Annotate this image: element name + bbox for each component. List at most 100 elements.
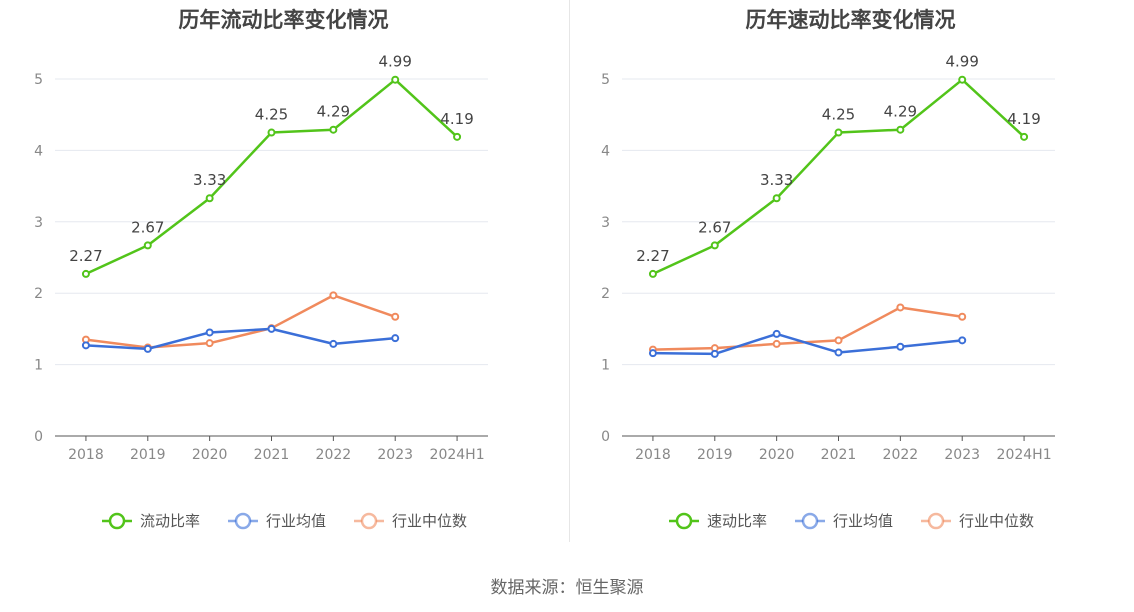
data-label: 4.25 bbox=[255, 106, 288, 124]
y-tick-label: 0 bbox=[601, 429, 610, 445]
data-label: 4.99 bbox=[379, 53, 412, 71]
legend-marker-icon bbox=[101, 512, 132, 529]
legend-item[interactable]: 行业均值 bbox=[793, 510, 893, 531]
data-point bbox=[896, 342, 905, 351]
data-point bbox=[834, 348, 843, 357]
data-label: 4.29 bbox=[884, 103, 917, 121]
x-tick-label: 2020 bbox=[759, 447, 795, 463]
x-tick-label: 2023 bbox=[944, 447, 980, 463]
data-point bbox=[81, 269, 90, 278]
data-point bbox=[81, 341, 90, 350]
x-tick-label: 2022 bbox=[883, 447, 919, 463]
data-point bbox=[205, 194, 214, 203]
data-point bbox=[958, 312, 967, 321]
legend-circle bbox=[927, 512, 945, 529]
x-tick-label: 2024H1 bbox=[430, 447, 485, 463]
y-tick-label: 5 bbox=[601, 72, 610, 88]
data-point bbox=[391, 75, 400, 84]
x-tick-label: 2018 bbox=[68, 447, 104, 463]
x-tick-label: 2021 bbox=[821, 447, 857, 463]
data-point bbox=[648, 269, 657, 278]
data-label: 4.19 bbox=[1007, 110, 1040, 128]
data-label: 4.19 bbox=[440, 110, 473, 128]
line-chart-quick-ratio: 0 1 2 3 4 5 2018 2019 2020 2021 2022 2023 2024H1 2.27… bbox=[601, 53, 1055, 463]
data-point bbox=[453, 132, 462, 141]
y-tick-label: 2 bbox=[601, 286, 610, 302]
y-tick-label: 5 bbox=[34, 72, 43, 88]
data-label: 3.33 bbox=[760, 171, 793, 189]
x-tick-label: 2020 bbox=[192, 447, 228, 463]
legend-circle bbox=[234, 512, 252, 529]
data-point bbox=[391, 312, 400, 321]
chart-legend: 速动比率 行业均值 行业中位数 bbox=[567, 510, 1134, 531]
line-chart-current-ratio: 0 1 2 3 4 5 2018 2019 2020 2021 2022 2023 2024H1 2.27… bbox=[34, 53, 488, 463]
data-point bbox=[772, 329, 781, 338]
data-label: 2.67 bbox=[698, 218, 731, 236]
data-point bbox=[391, 334, 400, 343]
legend-label: 速动比率 bbox=[706, 512, 767, 530]
series-line bbox=[85, 327, 396, 351]
x-tick-label: 2019 bbox=[697, 447, 733, 463]
y-tick-label: 1 bbox=[601, 358, 610, 374]
x-tick-label: 2019 bbox=[130, 447, 166, 463]
legend-item[interactable]: 速动比率 bbox=[667, 510, 767, 531]
data-source-label: 数据来源：恒生聚源 bbox=[490, 578, 644, 598]
chart-panel-current-ratio: 历年流动比率变化情况 0 1 2 3 4 5 2018 2019 2020 2021 2022 202… bbox=[0, 0, 567, 560]
data-point bbox=[205, 328, 214, 337]
data-label: 4.25 bbox=[822, 106, 855, 124]
legend-label: 流动比率 bbox=[139, 512, 200, 530]
data-label: 2.27 bbox=[69, 247, 102, 265]
data-label: 2.27 bbox=[636, 247, 669, 265]
y-tick-label: 3 bbox=[601, 215, 610, 231]
y-tick-label: 4 bbox=[601, 143, 610, 159]
data-point bbox=[896, 303, 905, 312]
legend-circle bbox=[360, 512, 378, 529]
data-point bbox=[267, 324, 276, 333]
legend-marker-icon bbox=[794, 512, 825, 529]
data-label: 3.33 bbox=[193, 171, 226, 189]
legend-circle bbox=[108, 512, 126, 529]
legend-label: 行业均值 bbox=[265, 512, 326, 530]
legend-item[interactable]: 流动比率 bbox=[100, 510, 200, 531]
data-label: 4.29 bbox=[317, 103, 350, 121]
series-line bbox=[85, 294, 396, 349]
chart-legend: 流动比率 行业均值 行业中位数 bbox=[0, 510, 567, 531]
data-point bbox=[834, 336, 843, 345]
data-point bbox=[267, 128, 276, 137]
legend-item[interactable]: 行业均值 bbox=[226, 510, 326, 531]
legend-circle bbox=[801, 512, 819, 529]
data-point bbox=[329, 339, 338, 348]
data-point bbox=[710, 241, 719, 250]
data-point bbox=[143, 344, 152, 353]
x-tick-label: 2024H1 bbox=[997, 447, 1052, 463]
legend-marker-icon bbox=[921, 512, 951, 529]
legend-label: 行业中位数 bbox=[959, 512, 1035, 530]
legend-item[interactable]: 行业中位数 bbox=[352, 510, 467, 531]
x-tick-label: 2023 bbox=[377, 447, 413, 463]
legend-label: 行业均值 bbox=[832, 512, 893, 530]
data-point bbox=[958, 336, 967, 345]
legend-marker-icon bbox=[227, 512, 258, 529]
chart-title: 历年速动比率变化情况 bbox=[745, 8, 956, 32]
x-tick-label: 2022 bbox=[316, 447, 352, 463]
data-point bbox=[772, 339, 781, 348]
chart-panel-quick-ratio: 历年速动比率变化情况 0 1 2 3 4 5 2018 2019 2020 2021 2022 202… bbox=[567, 0, 1134, 560]
panel-divider bbox=[569, 0, 570, 542]
y-tick-label: 1 bbox=[34, 358, 43, 374]
chart-title: 历年流动比率变化情况 bbox=[178, 8, 389, 32]
data-point bbox=[648, 349, 657, 358]
legend-item[interactable]: 行业中位数 bbox=[919, 510, 1034, 531]
data-point bbox=[772, 194, 781, 203]
data-point bbox=[1020, 132, 1029, 141]
x-tick-label: 2018 bbox=[635, 447, 671, 463]
data-label: 2.67 bbox=[131, 218, 164, 236]
legend-circle bbox=[675, 512, 693, 529]
data-point bbox=[329, 291, 338, 300]
data-label: 4.99 bbox=[946, 53, 979, 71]
data-point bbox=[205, 339, 214, 348]
data-point bbox=[329, 125, 338, 134]
legend-marker-icon bbox=[668, 512, 699, 529]
legend-marker-icon bbox=[354, 512, 384, 529]
x-tick-label: 2021 bbox=[254, 447, 290, 463]
y-tick-label: 3 bbox=[34, 215, 43, 231]
